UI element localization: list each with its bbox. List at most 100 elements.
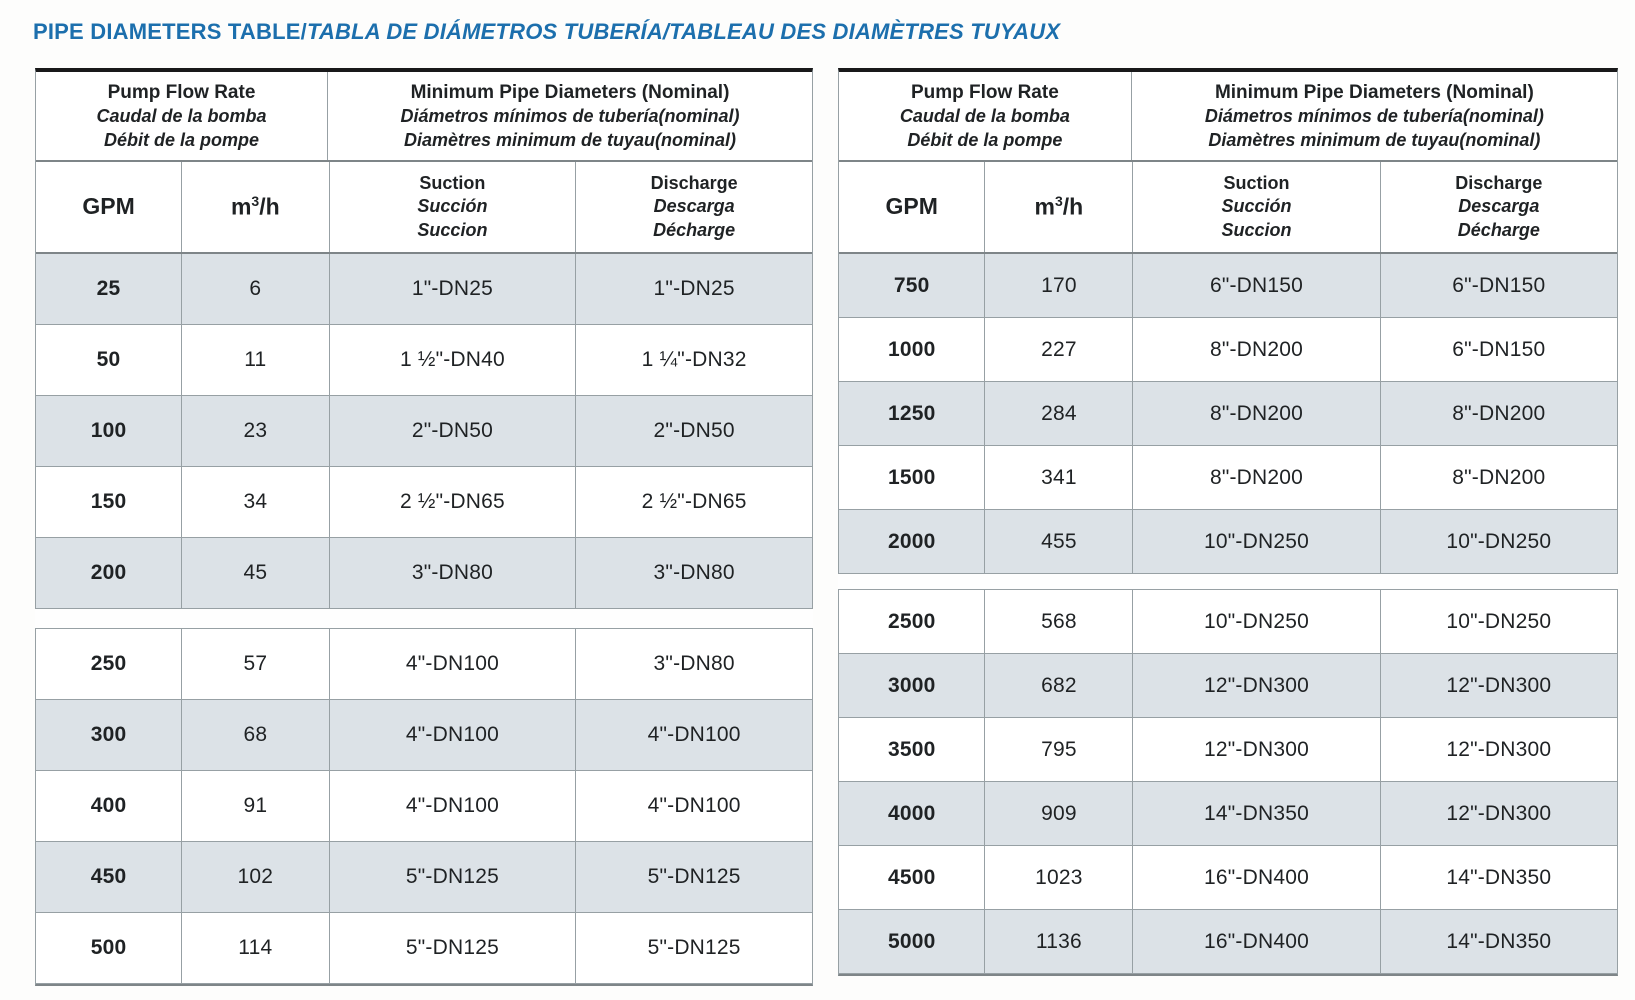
cell-m3h: 57 (181, 629, 328, 699)
cell-discharge: 10"-DN250 (1379, 590, 1617, 653)
header-flow-fr: Débit de la pompe (907, 129, 1063, 150)
header-diam-en: Minimum Pipe Diameters (Nominal) (410, 81, 730, 103)
cell-suction: 8"-DN200 (1132, 318, 1379, 381)
cell-gpm: 450 (90, 865, 127, 888)
cell-discharge: 12"-DN300 (1379, 654, 1617, 717)
cell-m3h: 6 (181, 254, 328, 324)
cell-m3h: 23 (181, 396, 328, 466)
cell-discharge: 1 ¼"-DN32 (575, 325, 812, 395)
cell-m3h: 45 (181, 538, 328, 608)
table-row: 50 11 1 ½"-DN40 1 ¼"-DN32 (36, 325, 812, 396)
table-row: 3500 795 12"-DN300 12"-DN300 (839, 718, 1617, 782)
cell-discharge: 10"-DN250 (1379, 510, 1617, 573)
cell-m3h: 227 (984, 318, 1132, 381)
column-header-m3h: m3/h (984, 162, 1132, 252)
cell-gpm: 750 (893, 273, 930, 297)
header-diam-en: Minimum Pipe Diameters (Nominal) (1214, 81, 1534, 103)
section-gap (838, 574, 1618, 590)
header-flow-es: Caudal de la bomba (899, 105, 1070, 126)
cell-suction: 6"-DN150 (1132, 254, 1379, 317)
table-row: 1000 227 8"-DN200 6"-DN150 (839, 318, 1617, 382)
cell-gpm: 5000 (887, 929, 936, 953)
table-row: 250 57 4"-DN100 3"-DN80 (36, 629, 812, 700)
cell-m3h: 795 (984, 718, 1132, 781)
cell-suction: 10"-DN250 (1132, 590, 1379, 653)
cell-gpm: 4000 (887, 801, 936, 825)
cell-suction: 2 ½"-DN65 (328, 467, 576, 537)
table-row: 2000 455 10"-DN250 10"-DN250 (839, 510, 1617, 574)
cell-suction: 4"-DN100 (328, 700, 576, 770)
cell-suction: 16"-DN400 (1132, 910, 1379, 973)
pipe-diameters-table-high-flow: Pump Flow Rate Caudal de la bomba Débit … (838, 68, 1618, 976)
cell-discharge: 3"-DN80 (575, 538, 812, 608)
table-row: 200 45 3"-DN80 3"-DN80 (36, 538, 812, 609)
table-header-groups: Pump Flow Rate Caudal de la bomba Débit … (36, 72, 812, 162)
cell-suction: 16"-DN400 (1132, 846, 1379, 909)
cell-suction: 12"-DN300 (1132, 654, 1379, 717)
table-row: 1250 284 8"-DN200 8"-DN200 (839, 382, 1617, 446)
cell-discharge: 4"-DN100 (575, 700, 812, 770)
cell-m3h: 170 (984, 254, 1132, 317)
cell-gpm: 250 (90, 652, 127, 675)
cell-m3h: 909 (984, 782, 1132, 845)
cell-gpm: 2000 (887, 529, 936, 553)
cell-m3h: 341 (984, 446, 1132, 509)
header-pump-flow-rate: Pump Flow Rate Caudal de la bomba Débit … (36, 72, 327, 160)
cell-gpm: 25 (96, 277, 121, 300)
page-title: PIPE DIAMETERS TABLE/TABLA DE DIÁMETROS … (33, 19, 1060, 45)
cell-suction: 4"-DN100 (328, 771, 576, 841)
cell-suction: 4"-DN100 (328, 629, 576, 699)
cell-gpm: 100 (90, 419, 127, 442)
cell-m3h: 91 (181, 771, 328, 841)
header-diam-fr: Diamètres minimum de tuyau(nominal) (1208, 129, 1541, 150)
section-gap (35, 609, 813, 629)
header-flow-es: Caudal de la bomba (96, 105, 267, 126)
cell-gpm: 2500 (887, 609, 936, 633)
cell-discharge: 5"-DN125 (575, 842, 812, 912)
cell-suction: 1"-DN25 (328, 254, 576, 324)
table-row: 750 170 6"-DN150 6"-DN150 (839, 254, 1617, 318)
cell-suction: 12"-DN300 (1132, 718, 1379, 781)
table-column-headers: GPM m3/h Suction Succión Succion Dischar… (839, 162, 1617, 254)
header-flow-en: Pump Flow Rate (910, 81, 1059, 103)
table-row: 5000 1136 16"-DN400 14"-DN350 (839, 910, 1617, 974)
cell-m3h: 568 (984, 590, 1132, 653)
cell-m3h: 11 (181, 325, 328, 395)
cell-discharge: 12"-DN300 (1379, 718, 1617, 781)
cell-gpm: 4500 (887, 865, 936, 889)
table-row: 2500 568 10"-DN250 10"-DN250 (839, 590, 1617, 654)
table-row: 25 6 1"-DN25 1"-DN25 (36, 254, 812, 325)
header-flow-fr: Débit de la pompe (103, 129, 260, 150)
cell-gpm: 3000 (887, 673, 936, 697)
column-header-suction: Suction Succión Succion (328, 162, 576, 252)
table-header-groups: Pump Flow Rate Caudal de la bomba Débit … (839, 72, 1617, 162)
cell-discharge: 14"-DN350 (1379, 846, 1617, 909)
table-body: 750 170 6"-DN150 6"-DN150 1000 227 8"-DN200 6"-… (838, 254, 1618, 974)
cell-discharge: 5"-DN125 (575, 913, 812, 983)
table-row: 1500 341 8"-DN200 8"-DN200 (839, 446, 1617, 510)
cell-m3h: 284 (984, 382, 1132, 445)
table-column-headers: GPM m3/h Suction Succión Succion Dischar… (36, 162, 812, 254)
cell-m3h: 455 (984, 510, 1132, 573)
cell-suction: 5"-DN125 (328, 913, 576, 983)
page-title-separator: / (300, 19, 307, 44)
cell-suction: 5"-DN125 (328, 842, 576, 912)
table-row: 450 102 5"-DN125 5"-DN125 (36, 842, 812, 913)
table-row: 400 91 4"-DN100 4"-DN100 (36, 771, 812, 842)
header-diam-es: Diámetros mínimos de tubería(nominal) (400, 105, 740, 126)
cell-discharge: 6"-DN150 (1379, 318, 1617, 381)
pipe-diameters-table-low-flow: Pump Flow Rate Caudal de la bomba Débit … (35, 68, 813, 986)
table-row: 4500 1023 16"-DN400 14"-DN350 (839, 846, 1617, 910)
header-flow-en: Pump Flow Rate (107, 81, 256, 103)
cell-discharge: 6"-DN150 (1379, 254, 1617, 317)
table-row: 3000 682 12"-DN300 12"-DN300 (839, 654, 1617, 718)
cell-gpm: 50 (96, 348, 121, 371)
page-title-intl: TABLA DE DIÁMETROS TUBERÍA/TABLEAU DES D… (306, 19, 1061, 44)
table-row: 150 34 2 ½"-DN65 2 ½"-DN65 (36, 467, 812, 538)
cell-discharge: 2 ½"-DN65 (575, 467, 812, 537)
cell-m3h: 34 (181, 467, 328, 537)
cell-discharge: 1"-DN25 (575, 254, 812, 324)
cell-gpm: 3500 (887, 737, 936, 761)
cell-gpm: 400 (90, 794, 127, 817)
column-header-suction: Suction Succión Succion (1132, 162, 1379, 252)
